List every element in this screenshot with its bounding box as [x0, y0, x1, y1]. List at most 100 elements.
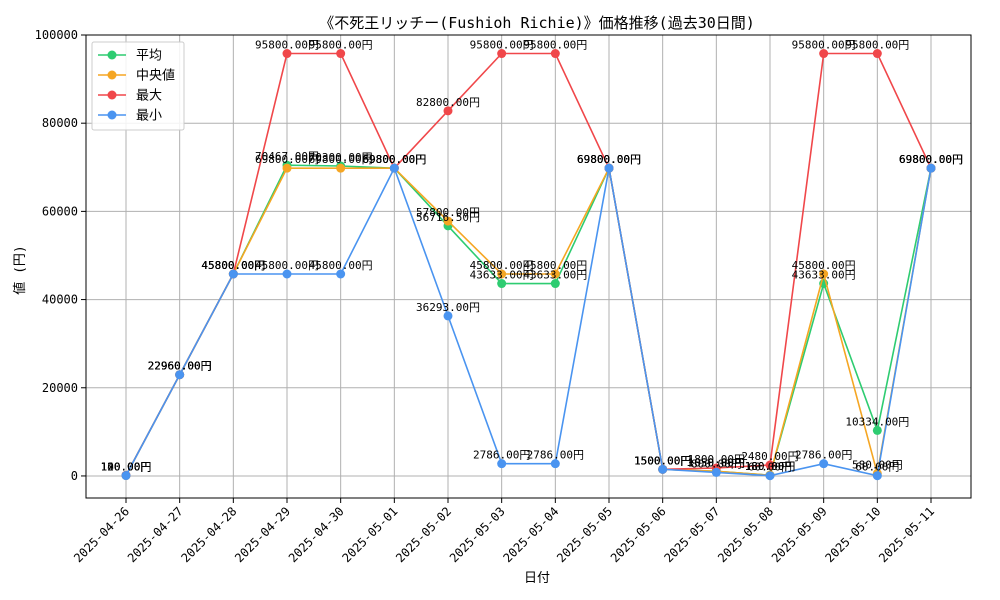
data-label: 1500.00円 [634, 454, 691, 467]
data-label: 69800.00円 [362, 153, 426, 166]
series-line [125, 165, 932, 477]
data-label: 69800.00円 [309, 153, 373, 166]
y-tick-label: 80000 [42, 116, 78, 130]
data-point [497, 279, 507, 289]
data-label: 95800.00円 [523, 39, 587, 52]
data-label: 22960.00円 [148, 360, 212, 373]
x-tick-label: 2025-04-29 [232, 504, 293, 565]
data-label: 800.00円 [691, 457, 742, 470]
data-label: 22960.00円 [148, 360, 212, 373]
x-tick-label: 2025-05-03 [447, 504, 508, 565]
data-label: 180.00円 [745, 460, 796, 473]
legend-entry: 平均 [136, 49, 162, 64]
data-point [443, 311, 453, 321]
y-tick-label: 60000 [42, 204, 78, 218]
data-point [872, 425, 882, 435]
data-label: 69800.00円 [255, 153, 319, 166]
data-label: 45800.00円 [255, 259, 319, 272]
data-point [550, 269, 560, 279]
x-tick-label: 2025-05-08 [715, 504, 776, 565]
data-point [872, 49, 882, 59]
data-label: 2786.00円 [527, 449, 584, 462]
data-label: 69800.00円 [577, 153, 641, 166]
data-label: 95800.00円 [845, 39, 909, 52]
data-label: 43633.00円 [792, 269, 856, 282]
data-label: 70467.00円 [255, 150, 319, 163]
data-point [336, 163, 346, 173]
y-tick-label: 40000 [42, 293, 78, 307]
data-label: 69800.00円 [577, 153, 641, 166]
data-point [282, 49, 292, 59]
data-label: 43633.00円 [470, 269, 534, 282]
data-point [443, 216, 453, 226]
data-label: 45800.00円 [470, 259, 534, 272]
x-tick-label: 2025-04-28 [178, 504, 239, 565]
data-label: 10334.00円 [845, 415, 909, 428]
data-label: 1800.00円 [688, 453, 745, 466]
data-label: 69800.00円 [577, 153, 641, 166]
chart-title: 《不死王リッチー(Fushioh Richie)》価格推移(過去30日間) [319, 14, 755, 32]
data-label: 1050.00円 [688, 456, 745, 469]
data-point [819, 49, 829, 59]
x-tick-label: 2025-04-30 [286, 504, 347, 565]
data-label: 82800.00円 [416, 96, 480, 109]
data-labels: 120.00円 22960.00円 45800.00円 70467.00円70300.… [101, 39, 963, 474]
y-tick-label: 0 [71, 469, 78, 483]
data-point [658, 464, 668, 474]
data-point [389, 163, 399, 173]
data-point [336, 49, 346, 59]
data-label: 45800.00円 [523, 259, 587, 272]
data-label: 45800.00円 [792, 259, 856, 272]
data-label: 22960.00円 [148, 360, 212, 373]
x-tick-label: 2025-05-05 [554, 504, 615, 565]
data-point [497, 269, 507, 279]
data-point [926, 163, 936, 173]
legend-entry: 中央値 [136, 68, 175, 84]
data-label: 45800.00円 [201, 259, 265, 272]
data-label: 69800.00円 [899, 153, 963, 166]
data-label: 45800.00円 [201, 259, 265, 272]
data-label: 120.00円 [101, 460, 152, 473]
data-label: 69800.00円 [899, 153, 963, 166]
data-label: 22960.00円 [148, 360, 212, 373]
data-label: 69800.00円 [577, 153, 641, 166]
legend-box [91, 41, 185, 131]
data-label: 100.00円 [101, 461, 152, 474]
y-tick-label: 20000 [42, 381, 78, 395]
data-label: 45800.00円 [201, 259, 265, 272]
data-label: 45800.00円 [201, 259, 265, 272]
data-label: 120.00円 [101, 460, 152, 473]
data-label: 1500.00円 [634, 454, 691, 467]
data-label: 60.00円 [855, 461, 899, 474]
data-label: 60.00円 [748, 461, 792, 474]
legend-marker [107, 50, 117, 60]
data-label: 95800.00円 [792, 39, 856, 52]
data-label: 1500.00円 [634, 454, 691, 467]
data-point [819, 269, 829, 279]
data-label: 56716.50円 [416, 211, 480, 224]
plot-frame [85, 34, 972, 499]
series-line [125, 52, 932, 476]
data-point [550, 49, 560, 59]
data-point [550, 459, 560, 469]
legend-entry: 最小 [136, 109, 162, 124]
legend-marker [107, 90, 117, 100]
data-point [711, 467, 721, 477]
data-point [336, 269, 346, 279]
data-point [604, 163, 614, 173]
series [121, 49, 936, 481]
data-point [282, 163, 292, 173]
data-label: 69800.00円 [362, 153, 426, 166]
data-label: 1050.00円 [688, 456, 745, 469]
data-label: 69800.00円 [362, 153, 426, 166]
data-label: 36293.00円 [416, 301, 480, 314]
x-tick-label: 2025-05-10 [822, 504, 883, 565]
data-label: 2786.00円 [473, 449, 530, 462]
data-point [765, 460, 775, 470]
x-tick-label: 2025-04-27 [125, 504, 186, 565]
data-point [819, 459, 829, 469]
data-label: 70300.00円 [309, 151, 373, 164]
data-point [228, 269, 238, 279]
data-label: 57800.00円 [416, 206, 480, 219]
